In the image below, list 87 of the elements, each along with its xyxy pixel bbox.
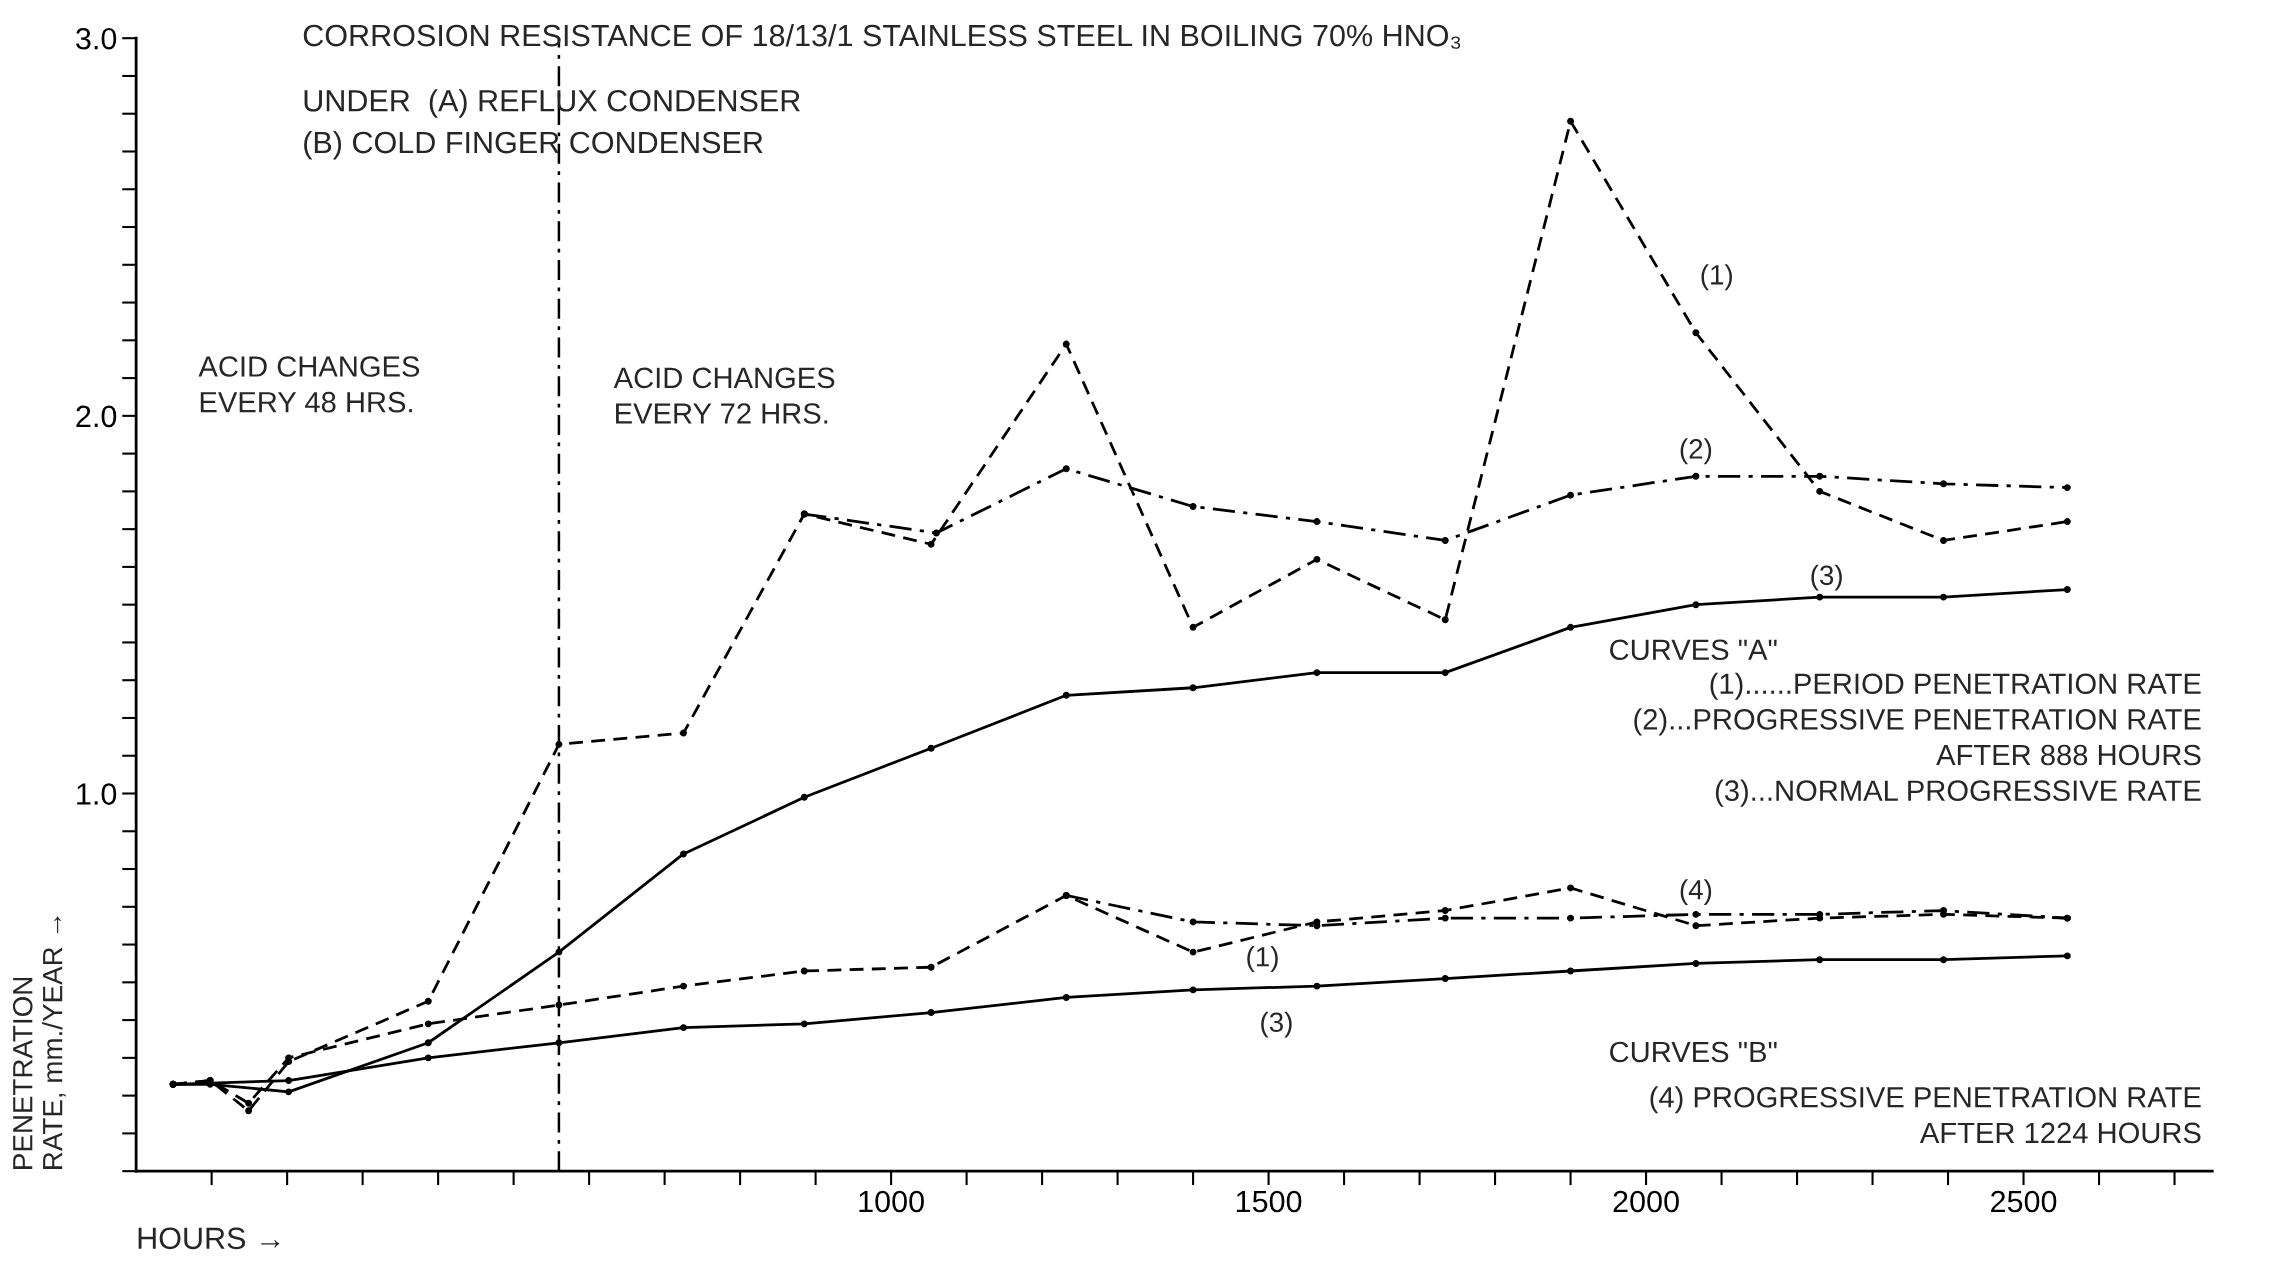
point [1940, 956, 1947, 964]
point [1441, 975, 1449, 983]
text: UNDER (A) REFLUX CONDENSER (B) COLD FINGER CONDENSER [304, 89, 800, 160]
x-tick-label: 2500 [1991, 1190, 2057, 1213]
point [1692, 959, 1700, 967]
x-tick-label: 1500 [1236, 1190, 1302, 1213]
point [2063, 586, 2071, 594]
point [932, 529, 940, 537]
point [680, 1024, 687, 1032]
point [1441, 907, 1449, 915]
point [1567, 117, 1575, 125]
point [1189, 503, 1197, 510]
x-tick-label: 1000 [859, 1190, 924, 1213]
point [1441, 616, 1449, 624]
point [1189, 684, 1197, 692]
annotation: ACID CHANGES EVERY 48 HRS. [198, 356, 420, 413]
point [1692, 910, 1700, 918]
point [1816, 472, 1824, 480]
point [1816, 487, 1824, 495]
point [1189, 623, 1197, 631]
annotation: ACID CHANGES EVERY 72 HRS. [613, 367, 835, 424]
point [1189, 948, 1197, 956]
point [1567, 623, 1575, 631]
annotation: CURVES "A" [1610, 639, 1777, 661]
point [1816, 593, 1824, 601]
point [1692, 601, 1700, 609]
annotation: (1)......PERIOD PENETRATION RATE (2)...PROGRESSIVE PENETRATION RATE AFTER 888 HOURS (3)...NORMAL PROGRESSIVE RATE [1634, 672, 2201, 807]
y-tick-label: 1.0 [77, 783, 117, 805]
chart-title: CORROSION RESISTANCE OF 18/13/1 STAINLESS STEEL IN BOILING 70% HNO₃ [303, 23, 1461, 49]
point [1313, 982, 1321, 990]
point [1313, 669, 1321, 677]
point [2063, 952, 2071, 960]
point [1189, 986, 1197, 994]
x-axis-title: HOURS → [138, 1227, 280, 1250]
point [2063, 518, 2071, 526]
annotation: CURVES "B" [1610, 1041, 1777, 1063]
point [1816, 956, 1824, 964]
point [680, 850, 687, 858]
point [1940, 480, 1947, 488]
point [285, 1088, 293, 1096]
point [1313, 518, 1321, 526]
point [1062, 993, 1070, 1001]
point [424, 1054, 432, 1062]
series-label: (2) [1680, 438, 1712, 465]
point [1313, 555, 1321, 563]
series-label: (3) [1811, 564, 1842, 591]
annotation: (4) PROGRESSIVE PENETRATION RATE AFTER 1224 HOURS [1650, 1086, 2201, 1144]
point [927, 744, 935, 752]
point [285, 1077, 293, 1084]
point [424, 1039, 432, 1047]
point [927, 963, 935, 971]
series-label: (4) [1680, 879, 1712, 906]
y-tick-label: 2.0 [76, 405, 117, 428]
point [1567, 914, 1575, 922]
point [1940, 593, 1947, 601]
y-axis-title: PENETRATION RATE, mm./YEAR → [12, 916, 66, 1169]
point [927, 1009, 935, 1017]
point [424, 997, 432, 1005]
point [1062, 465, 1070, 473]
point [1441, 537, 1449, 544]
point [1692, 329, 1700, 337]
point [1062, 340, 1070, 348]
point [800, 967, 808, 975]
point [800, 1020, 808, 1028]
point [680, 729, 687, 737]
point [800, 793, 808, 801]
point [1692, 922, 1700, 930]
y-tick-label: 3.0 [76, 27, 117, 50]
point [1940, 537, 1947, 544]
point [1567, 491, 1575, 499]
series-label: (1) [1247, 946, 1278, 972]
point [1062, 691, 1070, 699]
point [2063, 484, 2071, 492]
point [1189, 918, 1197, 926]
point [1567, 967, 1575, 975]
point [1567, 884, 1575, 892]
point [245, 1107, 253, 1115]
series-label: (1) [1701, 264, 1732, 291]
point [1441, 669, 1449, 677]
point [680, 982, 687, 990]
point [1692, 472, 1700, 480]
x-tick-label: 2000 [1613, 1190, 1679, 1213]
point [927, 540, 935, 548]
point [1441, 914, 1449, 922]
point [424, 1020, 432, 1028]
point [245, 1099, 253, 1107]
series-label: (3) [1261, 1011, 1292, 1038]
